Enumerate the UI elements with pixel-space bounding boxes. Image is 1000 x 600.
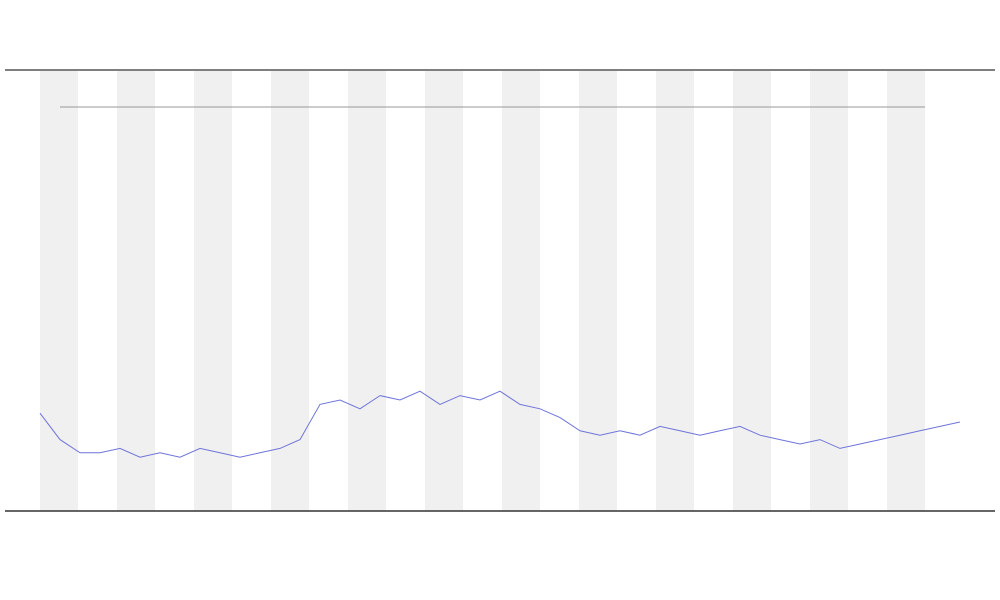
band xyxy=(656,71,694,511)
band xyxy=(194,71,232,511)
background-bands xyxy=(40,71,925,511)
line xyxy=(39,390,961,458)
band xyxy=(579,71,617,511)
band xyxy=(733,71,771,511)
band xyxy=(348,71,386,511)
band xyxy=(117,71,155,511)
band xyxy=(271,71,309,511)
band xyxy=(425,71,463,511)
band xyxy=(40,71,78,511)
band xyxy=(810,71,848,511)
band xyxy=(502,71,540,511)
band xyxy=(887,71,925,511)
